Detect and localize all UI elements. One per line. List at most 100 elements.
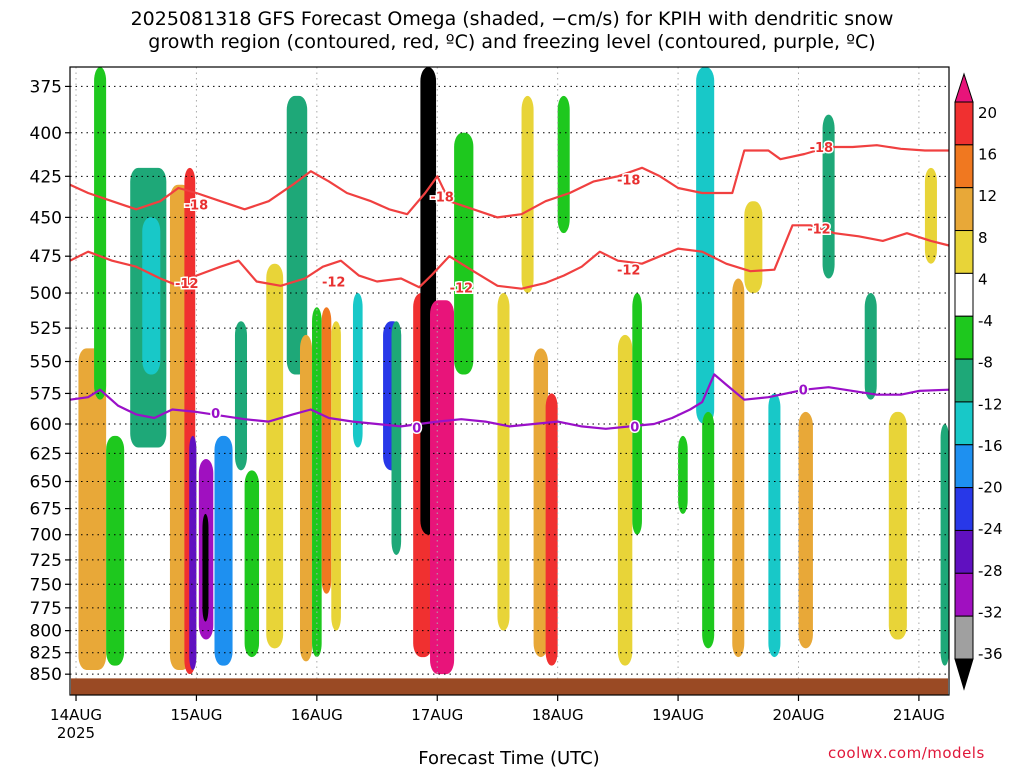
contour-label: -12 xyxy=(322,275,346,290)
colorbar-segment xyxy=(954,401,974,446)
omega-feature xyxy=(321,307,332,594)
omega-feature xyxy=(533,348,549,658)
omega-feature xyxy=(312,307,322,658)
contour-label: -18 xyxy=(617,174,641,189)
contour-label: -12 xyxy=(807,222,831,237)
y-tick-label: 450 xyxy=(30,208,62,228)
contour-line xyxy=(69,144,949,219)
x-axis-label: Forecast Time (UTC) xyxy=(418,748,599,768)
omega-feature xyxy=(864,293,877,400)
colorbar-segment xyxy=(954,487,974,531)
contour-label: -12 xyxy=(175,277,199,292)
x-tick-label: 15AUG xyxy=(170,706,222,724)
y-tick-label: 575 xyxy=(30,384,62,404)
omega-feature xyxy=(189,435,197,670)
contour-label: 0 xyxy=(630,420,639,435)
omega-feature xyxy=(78,348,107,670)
omega-feature xyxy=(521,95,534,294)
x-tick-sublabel: 2025 xyxy=(57,724,95,742)
x-tick-label: 18AUG xyxy=(532,706,584,724)
omega-feature xyxy=(430,300,455,675)
omega-feature xyxy=(94,67,107,400)
y-tick-label: 750 xyxy=(30,575,62,595)
colorbar-label: -12 xyxy=(978,395,1003,413)
colorbar-segment xyxy=(954,572,974,617)
colorbar-label: -16 xyxy=(978,437,1003,455)
colorbar-label: 20 xyxy=(978,104,997,122)
y-tick-label: 550 xyxy=(30,353,62,373)
omega-feature xyxy=(744,201,763,294)
y-tick-label: 500 xyxy=(30,284,62,304)
contour-line xyxy=(69,224,950,290)
omega-feature xyxy=(497,293,510,631)
colorbar-segment xyxy=(954,444,974,489)
omega-feature xyxy=(214,435,233,666)
colorbar-label: -24 xyxy=(978,520,1003,538)
colorbar-bottom-arrow xyxy=(954,658,974,691)
y-tick-label: 800 xyxy=(30,622,62,642)
grid xyxy=(70,67,949,695)
omega-feature xyxy=(454,132,474,375)
colorbar-segment xyxy=(954,315,974,360)
contour-line xyxy=(69,373,950,430)
omega-feature xyxy=(617,334,633,666)
omega-feature xyxy=(768,393,781,658)
omega-feature xyxy=(142,217,161,375)
omega-feature xyxy=(888,411,907,640)
omega-feature xyxy=(940,424,949,666)
y-tick-label: 675 xyxy=(30,500,62,520)
contours: -18 -18 -18 -18 -12 -12 -12 -12 -12 0 0 0 0 xyxy=(69,139,950,438)
omega-feature xyxy=(286,95,308,375)
y-tick-label: 475 xyxy=(30,247,62,267)
omega-feature xyxy=(106,435,125,666)
y-tick-label: 425 xyxy=(30,167,62,187)
omega-feature xyxy=(732,278,745,658)
omega-feature xyxy=(545,393,558,666)
y-tick-label: 725 xyxy=(30,551,62,571)
chart-title-line-2: growth region (contoured, red, ºC) and f… xyxy=(148,31,876,53)
omega-feature xyxy=(352,293,363,448)
colorbar-label: -8 xyxy=(978,354,993,372)
colorbar-label: -36 xyxy=(978,645,1003,663)
ground-fill xyxy=(71,678,948,695)
x-tick-label: 17AUG xyxy=(411,706,463,724)
y-tick-label: 525 xyxy=(30,319,62,339)
colorbar-segment xyxy=(954,144,974,189)
y-tick-label: 625 xyxy=(30,444,62,464)
colorbar-segment xyxy=(954,615,974,660)
omega-feature xyxy=(798,411,813,649)
contour-label: -18 xyxy=(185,198,209,213)
colorbar-label: -20 xyxy=(978,479,1003,497)
plot-frame xyxy=(69,66,950,696)
omega-feature xyxy=(202,513,209,622)
colorbar-label: -32 xyxy=(978,603,1003,621)
x-tick-label: 19AUG xyxy=(652,706,704,724)
x-tick-label: 20AUG xyxy=(773,706,825,724)
contour-label: -18 xyxy=(810,141,834,156)
colorbar-label: -28 xyxy=(978,562,1003,580)
colorbar-segment xyxy=(954,101,974,146)
y-tick-label: 825 xyxy=(30,644,62,664)
omega-feature xyxy=(696,67,715,425)
colorbar-segment xyxy=(954,230,974,274)
contour-label: -12 xyxy=(450,281,474,296)
chart-title-line-1: 2025081318 GFS Forecast Omega (shaded, −… xyxy=(130,8,894,30)
x-tick-label: 14AUG xyxy=(50,706,102,724)
omega-feature xyxy=(299,334,313,662)
omega-feature xyxy=(678,435,688,514)
y-tick-label: 400 xyxy=(30,124,62,144)
colorbar-segment xyxy=(954,187,974,232)
omega-feature xyxy=(391,321,402,555)
contour-label: 0 xyxy=(211,407,220,422)
omega-feature xyxy=(702,411,715,649)
contour-label: 0 xyxy=(799,384,808,399)
colorbar-segment xyxy=(954,358,974,403)
contour-label: -12 xyxy=(617,264,641,279)
y-tick-label: 600 xyxy=(30,415,62,435)
omega-feature xyxy=(266,263,284,649)
y-tick-label: 650 xyxy=(30,472,62,492)
y-tick-label: 775 xyxy=(30,599,62,619)
colorbar-label: 12 xyxy=(978,187,997,205)
contour-label: -18 xyxy=(430,190,454,205)
